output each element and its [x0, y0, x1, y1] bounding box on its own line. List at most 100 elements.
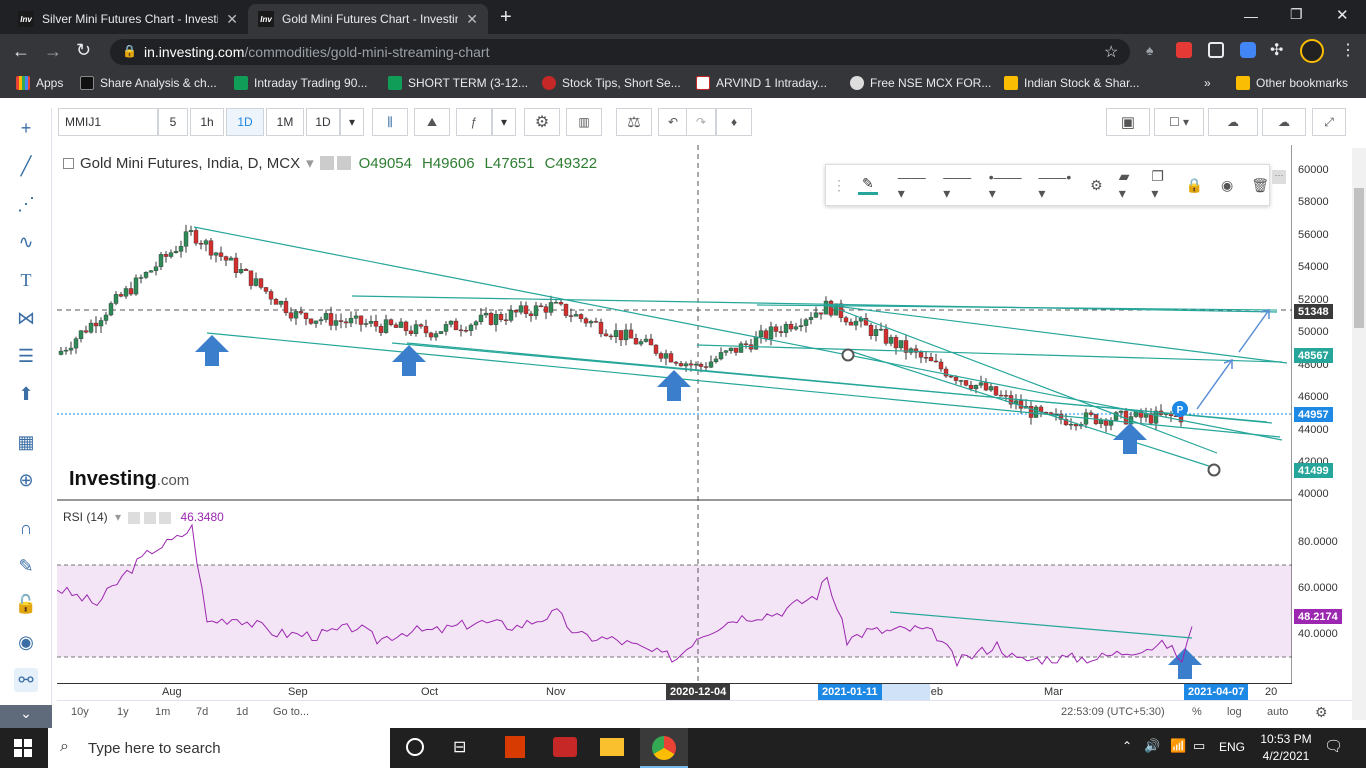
tray-chevron-icon[interactable]: ⌃ — [1122, 739, 1133, 753]
interval-1d[interactable]: 1D — [226, 108, 264, 136]
restore-icon[interactable]: ❐ — [1290, 6, 1303, 22]
cloud-save-icon[interactable]: ☁ — [1262, 108, 1306, 136]
cloud-load-icon[interactable]: ☁ — [1208, 108, 1258, 136]
gear-icon[interactable]: ⚙ — [524, 108, 560, 136]
url-field[interactable]: 🔒 in.investing.com/commodities/gold-mini… — [110, 39, 1130, 65]
bookmark-item[interactable]: Free NSE MCX FOR... — [850, 76, 991, 90]
crosshair-icon[interactable]: + — [20, 117, 32, 138]
gear-icon[interactable]: ⚙ — [1315, 704, 1328, 720]
collapse-sidebar-icon[interactable]: ⌄ — [0, 705, 52, 728]
pattern-icon[interactable]: ⋈ — [17, 307, 35, 328]
bookmarks-overflow-icon[interactable]: » — [1204, 76, 1211, 90]
alert-icon[interactable]: ♦ — [716, 108, 752, 136]
interval-1m[interactable]: 1M — [266, 108, 304, 136]
expand-icon[interactable]: ⋯ — [1272, 170, 1286, 184]
battery-icon[interactable]: ▭ — [1193, 738, 1206, 753]
range-1d[interactable]: 1d — [236, 706, 249, 718]
arrow-up-icon[interactable]: ⬆ — [18, 383, 34, 404]
gear-icon[interactable]: ⚙ — [1090, 176, 1103, 193]
range-1y[interactable]: 1y — [117, 706, 129, 718]
bookmark-item[interactable]: Stock Tips, Short Se... — [542, 76, 681, 90]
brush-icon[interactable]: ∿ — [18, 231, 34, 252]
task-view-icon[interactable]: ⊟ — [453, 739, 467, 756]
line-anchor[interactable] — [1207, 463, 1221, 477]
chevron-down-icon[interactable]: ▾ — [306, 155, 314, 172]
camera-icon[interactable]: ▣ — [1106, 108, 1150, 136]
close-icon[interactable] — [159, 511, 172, 524]
tab-gold[interactable]: Inv Gold Mini Futures Chart - Investin ✕ — [248, 4, 488, 34]
magnet-icon[interactable]: ∩ — [19, 517, 33, 538]
extension-blocker-icon[interactable] — [1208, 42, 1224, 58]
symbol-input[interactable]: MMIJ1 — [58, 108, 158, 136]
language-indicator[interactable]: ENG — [1219, 740, 1246, 754]
lock-icon[interactable]: 🔓 — [14, 593, 38, 614]
extension-icon[interactable]: ♠ — [1146, 42, 1154, 58]
trash-icon[interactable]: 🗑 — [1251, 176, 1269, 193]
notifications-icon[interactable]: 🗨 — [1324, 738, 1344, 755]
reload-icon[interactable]: ↻ — [76, 40, 92, 60]
back-icon[interactable]: ← — [12, 41, 30, 61]
lock-icon[interactable]: 🔒 — [1185, 176, 1203, 193]
menu-icon[interactable]: ⋮ — [1340, 42, 1356, 59]
fib-icon[interactable]: ⋰ — [17, 193, 35, 214]
cortana-icon[interactable] — [406, 738, 424, 756]
clock[interactable]: 22:53:09 (UTC+5:30) — [1061, 706, 1165, 718]
close-icon[interactable]: ✕ — [226, 10, 238, 27]
extension-video-icon[interactable] — [1240, 42, 1256, 58]
fullscreen-icon[interactable]: ⤢ — [1312, 108, 1346, 136]
bookmark-apps[interactable]: Apps — [16, 76, 63, 90]
range-10y[interactable]: 10y — [71, 706, 89, 718]
clone-icon[interactable]: ❐ ▾ — [1151, 168, 1164, 201]
drag-handle-icon[interactable]: ⋮ — [832, 176, 846, 193]
zoom-icon[interactable]: ⊕ — [18, 469, 34, 490]
text-tool-icon[interactable]: T — [20, 269, 32, 290]
office-icon[interactable] — [505, 736, 525, 758]
forward-icon[interactable]: → — [44, 41, 62, 61]
measure-icon[interactable]: ▦ — [17, 431, 35, 452]
trendline-icon[interactable]: ╱ — [20, 155, 32, 176]
area-chart-icon[interactable]: ⛰ — [414, 108, 450, 136]
extension-badge-icon[interactable] — [1176, 42, 1192, 58]
settings-icon[interactable] — [336, 156, 351, 170]
scrollbar[interactable] — [1352, 148, 1366, 720]
interval-1h[interactable]: 1h — [190, 108, 224, 136]
redo-icon[interactable]: ↷ — [686, 108, 716, 136]
puzzle-icon[interactable]: ✣ — [1270, 42, 1284, 59]
undo-icon[interactable]: ↶ — [658, 108, 688, 136]
pencil-icon[interactable]: ✎ — [858, 175, 878, 195]
goto-button[interactable]: Go to... — [273, 706, 310, 718]
auto-toggle[interactable]: auto — [1267, 706, 1289, 718]
close-icon[interactable]: ✕ — [466, 10, 478, 27]
clock-date[interactable]: 4/2/2021 — [1262, 749, 1310, 763]
bookmark-item[interactable]: Indian Stock & Shar... — [1004, 76, 1139, 90]
log-toggle[interactable]: log — [1227, 706, 1242, 718]
line-style-icon[interactable]: —— ▾ — [897, 168, 926, 201]
settings-icon[interactable] — [143, 511, 156, 524]
interval-dropdown-icon[interactable]: ▾ — [340, 108, 364, 136]
price-chart[interactable]: P Investing.com — [57, 145, 1292, 685]
new-tab-icon[interactable]: + — [500, 6, 512, 28]
taskbar-search[interactable]: ⌕ Type here to search — [48, 728, 390, 768]
prediction-icon[interactable]: ☰ — [17, 345, 35, 366]
bookmark-item[interactable]: Intraday Trading 90... — [234, 76, 367, 90]
scale-icon[interactable]: ⚖ — [616, 108, 652, 136]
range-1m[interactable]: 1m — [155, 706, 171, 718]
bookmark-item[interactable]: ARVIND 1 Intraday... — [696, 76, 827, 90]
line-start-icon[interactable]: •—— ▾ — [988, 168, 1022, 201]
scrollbar-thumb[interactable] — [1354, 188, 1364, 328]
template-icon[interactable]: ▰ ▾ — [1118, 168, 1130, 201]
line-width-icon[interactable]: —— ▾ — [943, 168, 972, 201]
minimize-icon[interactable]: — — [1244, 8, 1258, 24]
line-anchor[interactable] — [841, 348, 855, 362]
network-icon[interactable]: 📶 — [1170, 738, 1187, 753]
avatar[interactable] — [1300, 39, 1324, 63]
chrome-taskbar-button[interactable] — [640, 728, 688, 768]
chevron-down-icon[interactable]: ▾ — [492, 108, 516, 136]
range-7d[interactable]: 7d — [196, 706, 209, 718]
indicators-icon[interactable]: ƒ — [456, 108, 492, 136]
eye-icon[interactable] — [128, 511, 141, 524]
other-bookmarks[interactable]: Other bookmarks — [1236, 76, 1348, 90]
compare-icon[interactable]: ▥ — [566, 108, 602, 136]
clock-time[interactable]: 10:53 PM — [1260, 732, 1312, 746]
window-close-icon[interactable]: ✕ — [1336, 7, 1349, 24]
